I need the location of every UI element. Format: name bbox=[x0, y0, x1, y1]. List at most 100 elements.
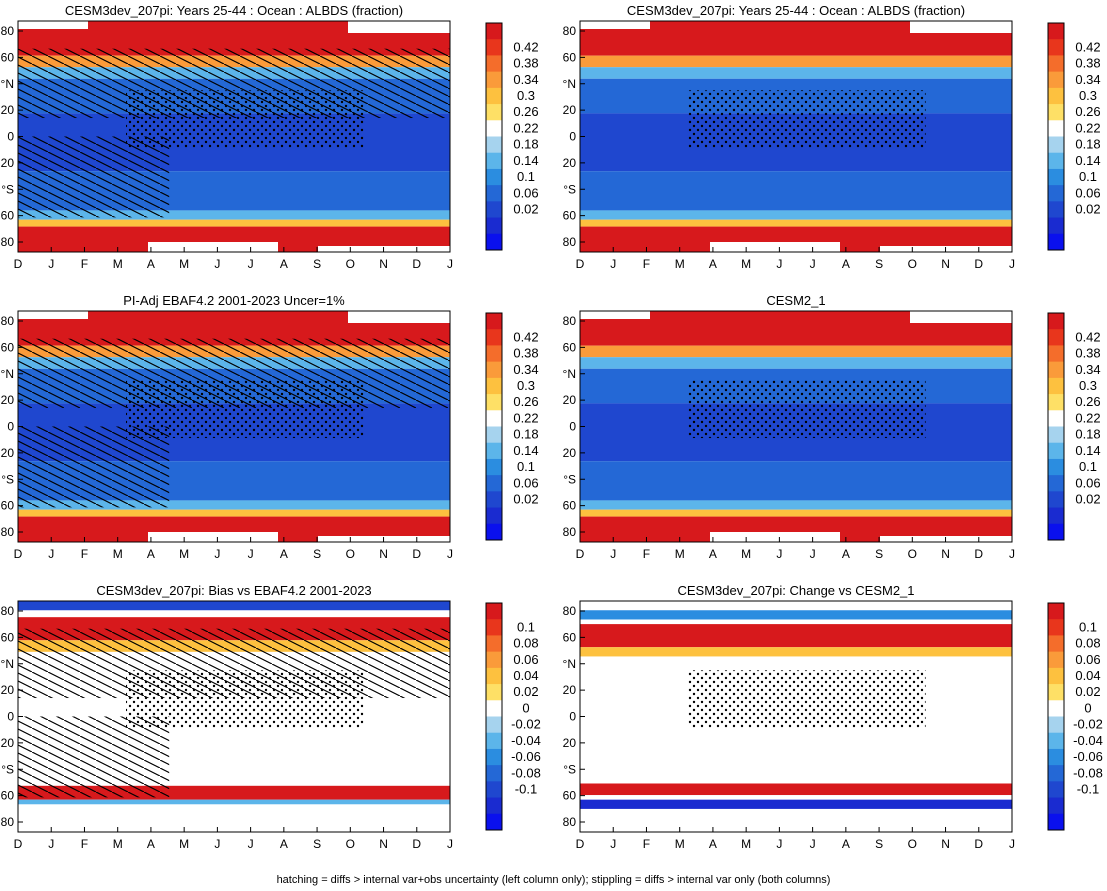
field-band bbox=[580, 210, 1012, 220]
hatching-overlay bbox=[18, 716, 170, 798]
y-tick-label: °N bbox=[563, 367, 576, 381]
x-tick-label: D bbox=[576, 547, 585, 561]
colorbar-label: 0.06 bbox=[1075, 185, 1100, 200]
colorbar-segment bbox=[1048, 781, 1064, 799]
x-tick-label: A bbox=[147, 257, 155, 271]
colorbar-frame bbox=[1047, 312, 1065, 541]
colorbar-segment bbox=[1048, 619, 1064, 636]
y-tick-label: 0 bbox=[7, 130, 14, 144]
colorbar-label: 0.08 bbox=[1075, 636, 1100, 651]
colorbar-segment bbox=[1048, 475, 1064, 492]
colorbar-segment bbox=[486, 684, 502, 701]
x-tick-label: O bbox=[346, 257, 355, 271]
x-tick-label: M bbox=[675, 547, 685, 561]
field-band bbox=[580, 500, 1012, 510]
x-tick-label: J bbox=[1009, 547, 1015, 561]
x-tick-label: J bbox=[248, 257, 254, 271]
y-tick-label: 80 bbox=[1, 815, 15, 829]
colorbar-frame bbox=[485, 602, 503, 831]
x-tick-label: A bbox=[147, 547, 155, 561]
x-tick-label: J bbox=[1009, 837, 1015, 851]
colorbar-label: -0.08 bbox=[1073, 765, 1103, 780]
x-tick-label: O bbox=[346, 837, 355, 851]
field-band bbox=[580, 610, 1012, 620]
colorbar-segment bbox=[486, 152, 502, 170]
x-tick-label: D bbox=[14, 547, 23, 561]
colorbar-label: 0.1 bbox=[1079, 459, 1097, 474]
colorbar-segment bbox=[1048, 491, 1064, 509]
plot-area bbox=[18, 21, 450, 252]
colorbar-segment bbox=[1048, 635, 1064, 653]
colorbar-segment bbox=[1048, 136, 1064, 154]
field-band bbox=[580, 171, 1012, 211]
panel-4: CESM2_1 80 60 °N 20 0 20 °S 60 80 D J F M A M J J A S O N D J 0.… bbox=[563, 293, 1101, 561]
colorbar-label: 0.26 bbox=[513, 104, 538, 119]
colorbar-segment bbox=[486, 748, 502, 766]
colorbar-label: -0.02 bbox=[1073, 717, 1103, 732]
x-tick-label: A bbox=[842, 837, 850, 851]
colorbar-label: 0.08 bbox=[513, 636, 538, 651]
x-tick-label: M bbox=[179, 547, 189, 561]
colorbar-segment bbox=[486, 635, 502, 653]
field-band bbox=[580, 345, 1012, 358]
colorbar-label: 0.22 bbox=[513, 120, 538, 135]
x-tick-label: A bbox=[147, 837, 155, 851]
colorbar-label: 0.14 bbox=[513, 153, 538, 168]
field-band bbox=[580, 799, 1012, 809]
colorbar-label: 0.06 bbox=[513, 652, 538, 667]
stippling-overlay bbox=[688, 670, 926, 729]
x-tick-label: J bbox=[48, 837, 54, 851]
polar-mask bbox=[18, 21, 88, 29]
colorbar-label: 0.06 bbox=[1075, 652, 1100, 667]
y-tick-label: 80 bbox=[563, 314, 577, 328]
y-tick-label: 80 bbox=[563, 525, 577, 539]
y-tick-label: 80 bbox=[563, 815, 577, 829]
colorbar-segment bbox=[1048, 185, 1064, 202]
x-tick-label: J bbox=[48, 257, 54, 271]
colorbar-label: 0.04 bbox=[513, 668, 538, 683]
colorbar-segment bbox=[486, 700, 502, 717]
colorbar-label: 0.02 bbox=[1075, 684, 1100, 699]
colorbar-label: 0.04 bbox=[1075, 668, 1100, 683]
x-tick-label: D bbox=[974, 547, 983, 561]
colorbar-frame bbox=[485, 312, 503, 541]
plot-area bbox=[580, 21, 1012, 252]
colorbar-segment bbox=[1048, 442, 1064, 460]
x-tick-label: J bbox=[248, 837, 254, 851]
colorbar-segment bbox=[486, 329, 502, 346]
y-tick-label: 20 bbox=[1, 736, 15, 750]
y-tick-label: °S bbox=[1, 472, 14, 486]
y-tick-label: 20 bbox=[563, 393, 577, 407]
y-tick-label: °N bbox=[1, 657, 14, 671]
y-tick-label: 60 bbox=[563, 209, 577, 223]
field-band bbox=[18, 601, 450, 611]
colorbar-label: 0.3 bbox=[517, 88, 535, 103]
colorbar-frame bbox=[485, 22, 503, 251]
colorbar-segment bbox=[486, 217, 502, 235]
colorbar-label: 0.02 bbox=[1075, 491, 1100, 506]
colorbar-segment bbox=[486, 345, 502, 363]
field-band bbox=[18, 219, 450, 227]
field-band bbox=[580, 67, 1012, 79]
x-tick-label: A bbox=[709, 257, 717, 271]
colorbar-segment bbox=[486, 619, 502, 636]
x-tick-label: J bbox=[810, 547, 816, 561]
colorbar-label: 0.22 bbox=[513, 410, 538, 425]
x-tick-label: S bbox=[313, 547, 321, 561]
colorbar-label: 0.1 bbox=[1079, 169, 1097, 184]
y-tick-label: 0 bbox=[7, 710, 14, 724]
x-tick-label: D bbox=[412, 257, 421, 271]
y-tick-label: 20 bbox=[563, 156, 577, 170]
x-tick-label: M bbox=[741, 257, 751, 271]
colorbar-label: 0.3 bbox=[1079, 88, 1097, 103]
y-tick-label: 60 bbox=[1, 630, 15, 644]
colorbar-segment bbox=[1048, 523, 1064, 541]
panel-2: CESM3dev_207pi: Years 25-44 : Ocean : AL… bbox=[563, 3, 1101, 271]
colorbar-segment bbox=[1048, 765, 1064, 782]
x-tick-label: J bbox=[610, 547, 616, 561]
stippling-overlay bbox=[126, 670, 364, 729]
polar-mask bbox=[348, 21, 450, 33]
y-tick-label: 0 bbox=[569, 130, 576, 144]
colorbar-label: -0.06 bbox=[1073, 749, 1103, 764]
colorbar-label: -0.1 bbox=[515, 781, 537, 796]
